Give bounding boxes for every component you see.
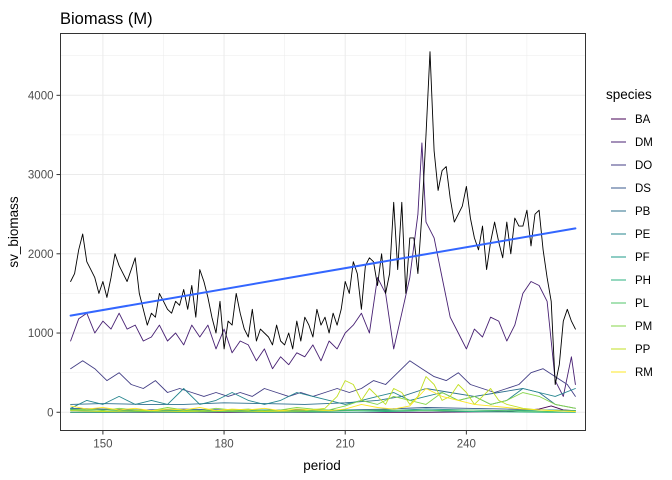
legend-label-pm: PM [635,321,652,333]
legend-label-ph: PH [635,275,651,287]
y-tick-label: 3000 [28,170,54,182]
series-line-ph [70,410,576,413]
x-axis-title: period [303,458,341,473]
series-line-do [70,360,576,397]
legend-label-ba: BA [635,114,651,126]
legend-label-ds: DS [635,183,651,195]
series-line-pp [70,376,576,412]
x-tick-label: 150 [93,439,112,451]
legend-title: species [606,87,652,102]
plot-border [60,33,586,431]
series-line-dm [70,142,576,397]
legend-label-do: DO [635,160,652,172]
series-line-rm [70,388,576,412]
series-line-pl [70,409,576,412]
legend-label-pl: PL [635,298,650,310]
chart-title: Biomass (M) [60,10,153,28]
total-line [70,51,576,385]
y-tick-label: 2000 [28,249,54,261]
x-tick-label: 210 [336,439,355,451]
legend-label-pe: PE [635,229,651,241]
x-tick-label: 240 [457,439,476,451]
y-tick-label: 4000 [28,90,54,102]
series-lines [69,51,577,413]
legend-label-rm: RM [635,367,653,379]
x-tick-label: 180 [214,439,233,451]
legend-label-pb: PB [635,206,651,218]
legend: species BA DM DO DS PB PE PF PH PL PM PP RM [606,87,653,379]
legend-label-pf: PF [635,252,650,264]
y-axis: 0 1000 2000 3000 4000 [28,90,61,419]
y-axis-title: sv_biomass [6,196,21,268]
legend-label-dm: DM [635,137,653,149]
x-axis: 150 180 210 240 [93,430,476,451]
y-tick-label: 0 [47,407,53,419]
trend-line [69,227,577,317]
y-tick-label: 1000 [28,328,54,340]
legend-label-pp: PP [635,344,651,356]
